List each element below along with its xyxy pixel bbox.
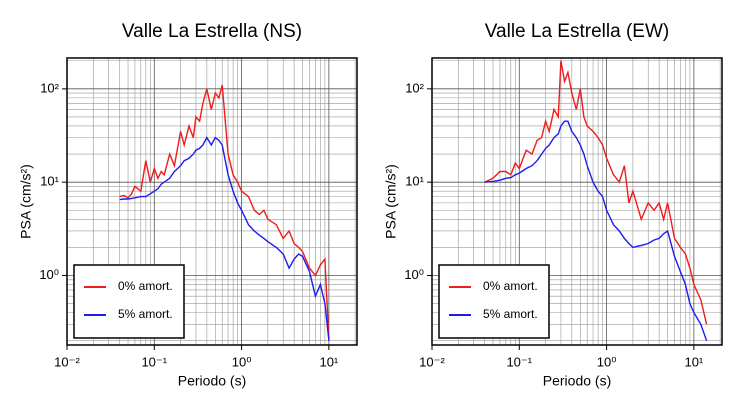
y-tick-label: 10¹ [40,174,59,189]
x-axis-label: Periodo (s) [543,373,611,389]
x-tick-label: 10¹ [319,354,338,369]
y-tick-label: 10² [40,80,59,95]
plot-frame [431,57,723,346]
series-line [119,136,330,341]
x-axis-label: Periodo (s) [178,373,246,389]
legend-label: 0% amort. [483,279,538,293]
legend-box [438,264,550,339]
chart-title: Valle La Estrella (EW) [485,21,669,42]
x-tick-label: 10⁰ [597,354,617,369]
x-tick-label: 10⁰ [232,354,252,369]
legend-box [73,264,185,339]
y-tick-label: 10⁰ [39,267,59,282]
chart-title: Valle La Estrella (NS) [122,21,302,42]
y-tick-label: 10¹ [405,174,424,189]
y-tick-label: 10⁰ [404,267,424,282]
series-line [484,120,708,341]
x-tick-label: 10⁻¹ [506,354,532,369]
x-tick-label: 10⁻² [54,354,80,369]
series-line [119,84,330,341]
y-axis-label: PSA (cm/s²) [18,164,34,239]
y-axis-label: PSA (cm/s²) [383,164,399,239]
y-tick-label: 10² [405,80,424,95]
x-tick-label: 10¹ [684,354,703,369]
legend-label: 5% amort. [118,307,173,321]
series-line [484,60,708,325]
x-tick-label: 10⁻¹ [141,354,167,369]
legend-label: 5% amort. [483,307,538,321]
legend-label: 0% amort. [118,279,173,293]
x-tick-label: 10⁻² [419,354,445,369]
plot-frame [66,57,358,346]
